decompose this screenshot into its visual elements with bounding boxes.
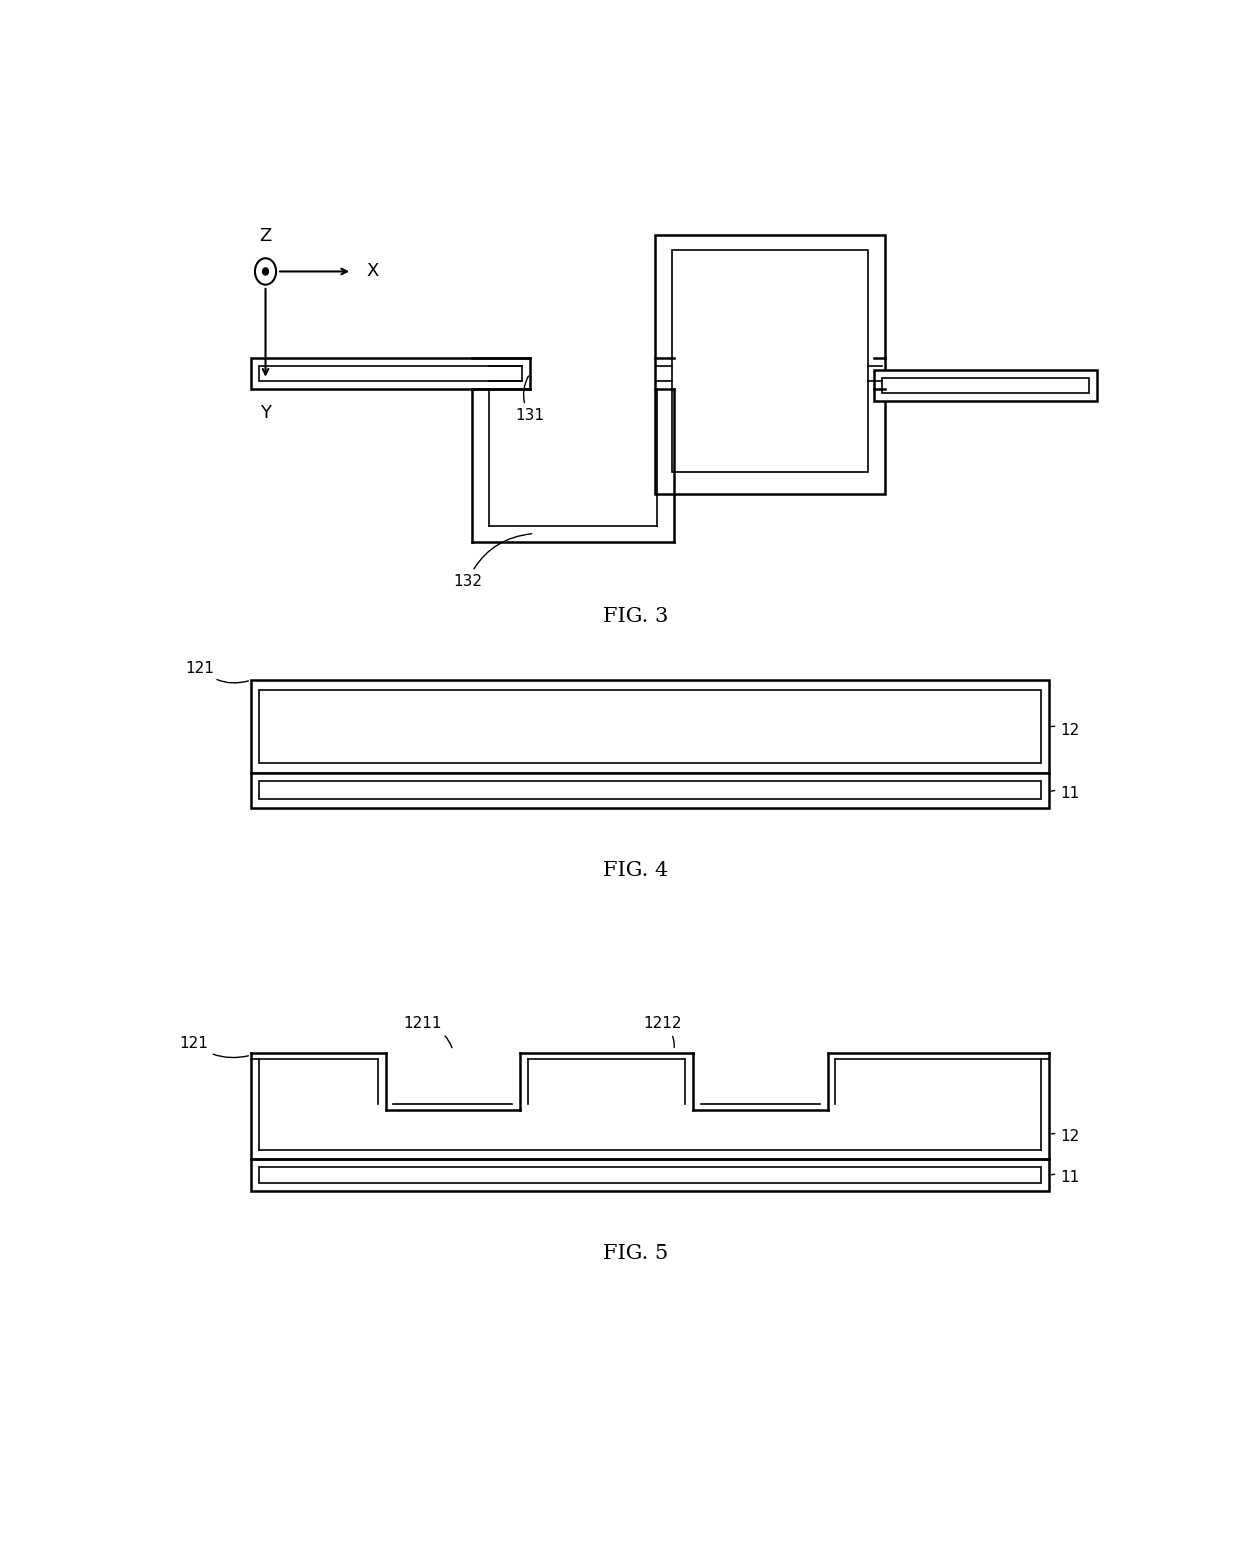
Text: 11: 11 bbox=[1052, 1171, 1080, 1185]
Bar bbox=[882, 378, 1089, 393]
Bar bbox=[672, 250, 868, 471]
Text: 121: 121 bbox=[186, 660, 248, 684]
Text: 11: 11 bbox=[1052, 785, 1080, 801]
Text: 1212: 1212 bbox=[644, 1016, 682, 1047]
Text: 132: 132 bbox=[453, 534, 532, 588]
Text: 121: 121 bbox=[179, 1035, 248, 1058]
Bar bbox=[259, 690, 1042, 763]
Text: Y: Y bbox=[260, 404, 272, 421]
Bar bbox=[655, 236, 885, 493]
Circle shape bbox=[263, 268, 268, 275]
Text: Z: Z bbox=[259, 226, 272, 245]
Text: 131: 131 bbox=[516, 376, 544, 423]
Bar bbox=[250, 681, 1049, 773]
Text: 12: 12 bbox=[1052, 723, 1080, 738]
Bar bbox=[259, 780, 1042, 799]
Bar bbox=[259, 1168, 1042, 1183]
Bar bbox=[259, 367, 522, 381]
Bar bbox=[250, 773, 1049, 807]
Text: X: X bbox=[367, 262, 378, 281]
Bar bbox=[250, 357, 529, 389]
Text: 1211: 1211 bbox=[403, 1016, 453, 1047]
Text: FIG. 3: FIG. 3 bbox=[603, 607, 668, 626]
Text: FIG. 4: FIG. 4 bbox=[603, 860, 668, 879]
Text: FIG. 5: FIG. 5 bbox=[603, 1244, 668, 1263]
Bar bbox=[874, 370, 1096, 401]
Text: 12: 12 bbox=[1052, 1129, 1080, 1144]
Bar bbox=[250, 1158, 1049, 1191]
